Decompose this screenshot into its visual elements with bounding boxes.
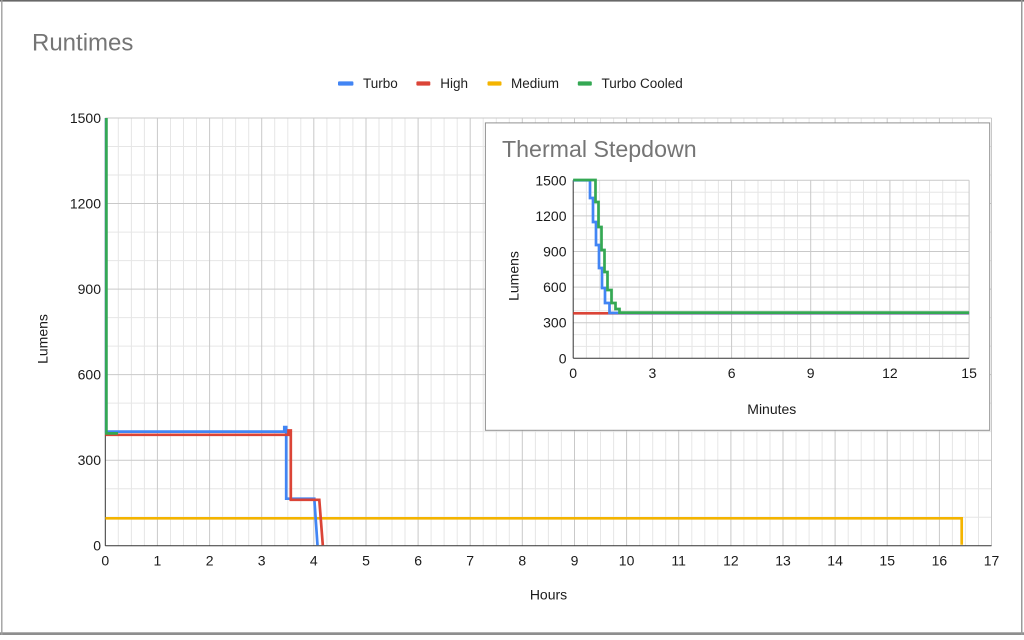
svg-text:1: 1 [154, 552, 162, 568]
svg-text:High: High [440, 76, 468, 91]
svg-text:0: 0 [101, 552, 109, 568]
svg-text:Lumens: Lumens [506, 251, 522, 301]
svg-text:2: 2 [206, 552, 214, 568]
svg-text:900: 900 [543, 244, 567, 260]
svg-text:3: 3 [258, 552, 266, 568]
svg-text:300: 300 [543, 315, 567, 331]
svg-text:17: 17 [984, 552, 1000, 568]
svg-text:Medium: Medium [511, 76, 559, 91]
svg-text:9: 9 [571, 552, 579, 568]
svg-text:Minutes: Minutes [747, 401, 796, 417]
svg-text:6: 6 [414, 552, 422, 568]
svg-text:6: 6 [728, 365, 736, 381]
svg-text:Runtimes: Runtimes [32, 30, 133, 57]
svg-text:12: 12 [723, 552, 739, 568]
svg-text:13: 13 [775, 552, 791, 568]
svg-text:7: 7 [466, 552, 474, 568]
svg-text:5: 5 [362, 552, 370, 568]
svg-text:11: 11 [671, 552, 686, 568]
svg-text:9: 9 [807, 365, 815, 381]
svg-text:Hours: Hours [530, 586, 567, 602]
svg-text:16: 16 [932, 552, 948, 568]
svg-text:10: 10 [619, 552, 635, 568]
svg-text:14: 14 [827, 552, 843, 568]
svg-text:1200: 1200 [70, 196, 101, 212]
svg-text:4: 4 [310, 552, 318, 568]
svg-text:1200: 1200 [535, 208, 566, 224]
svg-text:0: 0 [559, 350, 567, 366]
svg-text:Turbo: Turbo [363, 76, 398, 91]
svg-text:0: 0 [93, 538, 101, 554]
svg-text:600: 600 [78, 367, 102, 383]
svg-text:0: 0 [569, 365, 577, 381]
svg-text:12: 12 [882, 365, 898, 381]
svg-text:1500: 1500 [535, 172, 566, 188]
svg-text:900: 900 [78, 281, 102, 297]
svg-text:300: 300 [78, 452, 102, 468]
svg-text:15: 15 [879, 552, 895, 568]
svg-text:Lumens: Lumens [35, 314, 51, 364]
svg-text:Thermal Stepdown: Thermal Stepdown [502, 136, 697, 162]
svg-text:8: 8 [518, 552, 526, 568]
svg-text:600: 600 [543, 279, 567, 295]
svg-text:1500: 1500 [70, 110, 101, 126]
svg-text:15: 15 [961, 365, 977, 381]
svg-text:Turbo Cooled: Turbo Cooled [602, 76, 683, 91]
svg-text:3: 3 [649, 365, 657, 381]
